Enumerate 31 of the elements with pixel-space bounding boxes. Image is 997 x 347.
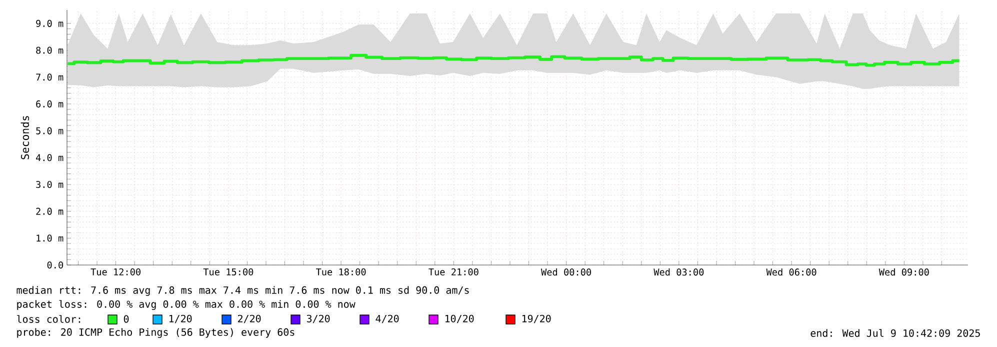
legend-title: loss color:	[17, 315, 80, 323]
y-tick-label: 0.0	[47, 261, 64, 269]
x-tick-label: Wed 06:00	[766, 268, 816, 276]
y-tick-label: 3.0 m	[36, 180, 64, 188]
text: probe: 20 ICMP Echo Pings (56 Bytes) every 60s	[17, 328, 294, 338]
y-tick-label: 5.0 m	[36, 127, 64, 134]
legend-label: 0	[124, 315, 129, 323]
legend-label: 10/20	[445, 314, 474, 324]
x-tick-label: Tue 15:00	[203, 268, 254, 276]
legend-label: 4/20	[376, 314, 399, 324]
y-axis-title: Seconds	[20, 116, 30, 160]
legend-label: 1/20	[169, 314, 192, 324]
legend-label: 19/20	[522, 314, 551, 324]
text: end: Wed Jul 9 10:42:09 2025	[810, 329, 980, 337]
text: median rtt: 7.6 ms avg 7.8 ms max 7.4 ms min 7.6 ms now 0.1 ms sd 90.0 am/s	[16, 286, 469, 296]
text: packet loss: 0.00 % avg 0.00 % max 0.00 % min 0.00 % now	[17, 300, 356, 310]
y-tick-label: 1.0 m	[36, 234, 64, 242]
x-tick-label: Tue 18:00	[316, 268, 366, 276]
y-tick-label: 4.0 m	[36, 154, 64, 162]
legend-label: 2/20	[238, 314, 261, 324]
x-tick-label: Wed 00:00	[541, 268, 591, 276]
legend-label: 3/20	[306, 314, 330, 324]
x-tick-label: Wed 09:00	[878, 268, 929, 276]
y-tick-label: 9.0 m	[36, 20, 64, 27]
y-tick-label: 6.0 m	[36, 100, 64, 108]
x-tick-label: Tue 12:00	[90, 268, 140, 276]
y-tick-label: 2.0 m	[36, 208, 64, 215]
x-tick-label: Wed 03:00	[654, 268, 704, 276]
y-tick-label: 7.0 m	[36, 74, 64, 81]
x-tick-label: Tue 21:00	[428, 268, 478, 276]
y-tick-label: 8.0 m	[36, 46, 64, 54]
